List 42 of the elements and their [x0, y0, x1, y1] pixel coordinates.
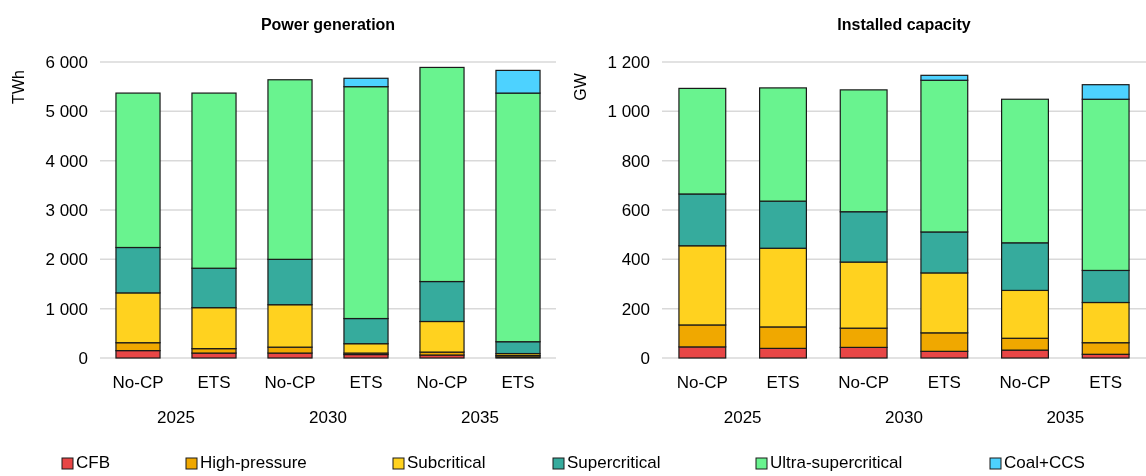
- x-tick-label: ETS: [1089, 373, 1123, 392]
- x-tick-label: ETS: [349, 373, 383, 392]
- x-tick-label: No-CP: [264, 373, 316, 392]
- y-tick-label: 4 000: [45, 151, 88, 171]
- x-tick-label: No-CP: [676, 373, 728, 392]
- text: 2025: [157, 408, 195, 427]
- x-tick-label: No-CP: [999, 373, 1051, 392]
- legend-label: High-pressure: [200, 453, 307, 472]
- y-tick-label: 400: [621, 250, 650, 270]
- x-tick-label: ETS: [927, 373, 961, 392]
- legend-label: Subcritical: [407, 453, 486, 472]
- legend-label: Supercritical: [567, 453, 661, 472]
- y-tick-label: 800: [621, 151, 650, 171]
- legend-label: Ultra-supercritical: [770, 453, 903, 472]
- y-axis-title: GW: [572, 72, 589, 101]
- y-tick-label: 6 000: [45, 52, 88, 72]
- x-tick-label: ETS: [197, 373, 231, 392]
- x-tick-label: ETS: [501, 373, 535, 392]
- y-axis-title: TWh: [10, 70, 27, 104]
- legend-label: CFB: [76, 453, 110, 472]
- text: 2030: [309, 408, 347, 427]
- x-tick-label: No-CP: [112, 373, 164, 392]
- y-tick-label: 5 000: [45, 102, 88, 122]
- chart-title: Power generation: [260, 16, 396, 33]
- x-tick-label: No-CP: [416, 373, 468, 392]
- y-tick-label: 0: [78, 348, 88, 368]
- text: 2025: [723, 408, 762, 427]
- text: 2030: [885, 408, 923, 427]
- y-tick-label: 1 000: [607, 102, 650, 122]
- y-tick-label: 1 200: [607, 52, 650, 72]
- y-tick-label: 0: [640, 348, 650, 368]
- legend-label: Coal+CCS: [1004, 453, 1085, 472]
- x-tick-label: No-CP: [838, 373, 890, 392]
- y-tick-label: 200: [621, 299, 650, 319]
- y-tick-label: 600: [621, 200, 650, 220]
- x-tick-label: ETS: [766, 373, 800, 392]
- y-tick-label: 1 000: [45, 299, 88, 319]
- text: 2035: [1046, 408, 1085, 427]
- y-tick-label: 2 000: [45, 250, 88, 270]
- chart-title: Installed capacity: [837, 16, 971, 33]
- y-tick-label: 3 000: [45, 200, 88, 220]
- text: 2035: [461, 408, 499, 427]
